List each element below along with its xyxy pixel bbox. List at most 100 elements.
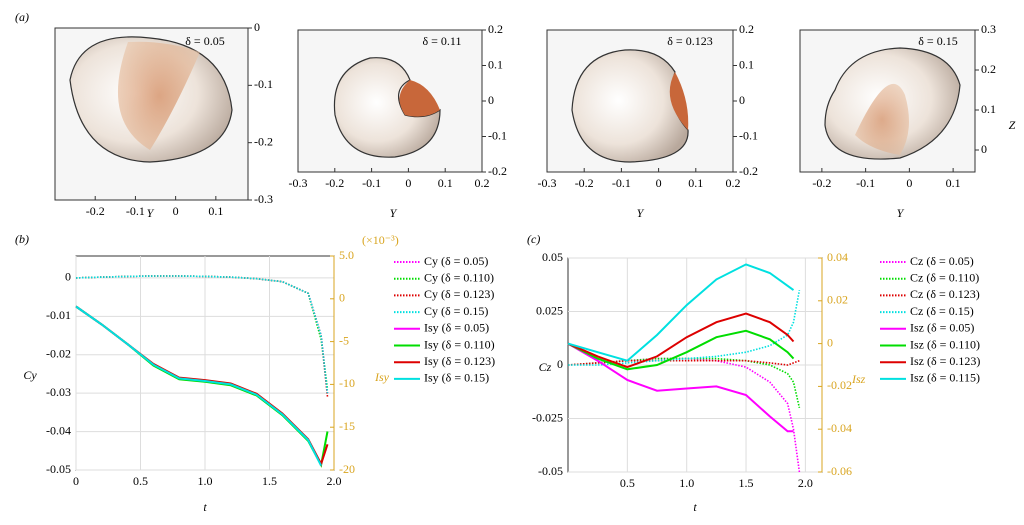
legend-label: Cz (δ = 0.15) [910,304,974,318]
x-axis-label: t [693,500,697,514]
series-line [567,342,794,433]
y2-tick-label: -5 [339,333,349,347]
shell [333,57,441,158]
series-line [567,357,801,473]
annotation: δ = 0.11 [423,34,462,48]
legend-label: Cz (δ = 0.123) [910,287,980,301]
y-tick-label: 0.1 [739,57,754,71]
legend-label: Isy (δ = 0.110) [424,337,495,351]
y-tick-label: -0.025 [532,410,563,424]
legend-label: Isy (δ = 0.05) [424,321,489,335]
legend-label: Cy (δ = 0.15) [424,304,488,318]
x-tick-label: 2.0 [798,476,813,490]
legend-label: Isz (δ = 0.115) [910,371,980,385]
x-tick-label: -0.1 [362,176,381,190]
legend-label: Isy (δ = 0.123) [424,354,495,368]
x-tick-label: -0.3 [289,176,308,190]
x-tick-label: 1.0 [198,474,213,488]
y-tick-label: 0 [65,270,71,284]
x-tick-label: 1.5 [739,476,754,490]
legend-label: Isz (δ = 0.05) [910,321,974,335]
annotation: δ = 0.15 [918,34,957,48]
panel-label: (b) [15,232,29,246]
x-tick-label: 0 [173,204,179,218]
series-line [567,359,800,366]
y-tick-label: -0.02 [46,346,71,360]
y2-tick-label: -10 [339,376,355,390]
y-tick-label: 0.2 [981,62,996,76]
y2-tick-label: 0 [339,291,345,305]
y-tick-label: -0.05 [46,462,71,476]
legend-label: Cy (δ = 0.110) [424,270,494,284]
x-tick-label: -0.1 [126,204,145,218]
y-axis-label: Z [1009,118,1016,132]
x-tick-label: 0.5 [133,474,148,488]
y-tick-label: 0.1 [488,57,503,71]
y-tick-label: -0.01 [46,308,71,322]
y2-tick-label: 0.04 [827,250,848,264]
x-tick-label: 0.1 [946,176,961,190]
x-axis-label: t [203,500,207,514]
legend-label: Isz (δ = 0.123) [910,354,980,368]
x-tick-label: 0.2 [726,176,741,190]
y2-axis-label: Isz [851,372,866,386]
x-axis-label: Y [147,206,155,220]
y-tick-label: 0.2 [488,22,503,36]
x-tick-label: -0.2 [575,176,594,190]
x-tick-label: 0 [405,176,411,190]
shell [571,49,689,163]
annotation: δ = 0.123 [667,34,712,48]
y-tick-label: 0.3 [981,22,996,36]
x-tick-label: 0 [73,474,79,488]
y-tick-label: 0.05 [542,250,563,264]
panel: (a) -0.2 -0.1 0 0.1 0 -0.1 -0.2 -0.3 δ = 0.05 Y [15,10,273,220]
x-tick-label: 0.1 [438,176,453,190]
x-tick-label: -0.2 [325,176,344,190]
series-line [75,305,322,467]
y-tick-label: -0.2 [254,134,273,148]
inner [117,41,200,150]
x-tick-label: 0.2 [475,176,490,190]
panel: (b) 0 0.5 1.0 1.5 2.0 0 -0.01 -0.02 -0.03 -0.04 -0.… [15,232,495,514]
panel: -0.2 -0.1 0 0.1 0.3 0.2 0.1 0 δ = 0.15 Y Z [799,22,1016,220]
y-tick-label: 0 [557,357,563,371]
y2-tick-label: 5.0 [339,248,354,262]
y-axis-label: Cz [539,360,552,374]
x-tick-label: 0.1 [688,176,703,190]
y-tick-label: 0 [981,142,987,156]
y2-tick-label: 0.02 [827,293,848,307]
y-tick-label: -0.03 [46,385,71,399]
y-tick-label: 0 [254,20,260,34]
x-tick-label: -0.1 [612,176,631,190]
x-tick-label: -0.2 [86,204,105,218]
y-tick-label: -0.04 [46,423,71,437]
panel: (c) 0.5 1.0 1.5 2.0 0.05 0.025 0 -0.025 -0.05 0.04… [527,232,980,514]
inner [669,72,689,130]
x-tick-label: -0.3 [538,176,557,190]
x-tick-label: 0 [656,176,662,190]
x-axis-label: Y [637,206,645,220]
y2-tick-label: -0.02 [827,378,852,392]
x-tick-label: 2.0 [327,474,342,488]
x-axis-label: Y [390,206,398,220]
y2-exponent: (×10⁻³) [362,233,399,247]
panel-label: (c) [527,232,540,246]
y-tick-label: 0 [739,93,745,107]
y-tick-label: -0.3 [254,192,273,206]
x-axis-label: Y [897,206,905,220]
legend-label: Cz (δ = 0.05) [910,254,974,268]
annotation: δ = 0.05 [185,34,224,48]
legend-label: Cz (δ = 0.110) [910,270,979,284]
legend-label: Cy (δ = 0.05) [424,254,488,268]
series-line [567,329,795,371]
y2-tick-label: 0 [827,335,833,349]
y-tick-label: -0.2 [739,164,758,178]
legend-label: Isy (δ = 0.15) [424,371,489,385]
x-tick-label: 0.1 [208,204,223,218]
legend-label: Isz (δ = 0.110) [910,337,980,351]
x-tick-label: -0.1 [856,176,875,190]
panel-label: (a) [15,10,29,24]
y2-tick-label: -20 [339,462,355,476]
panel: -0.3 -0.2 -0.1 0 0.1 0.2 0.2 0.1 0 -0.1 -0.2 δ = 0.… [289,22,508,220]
